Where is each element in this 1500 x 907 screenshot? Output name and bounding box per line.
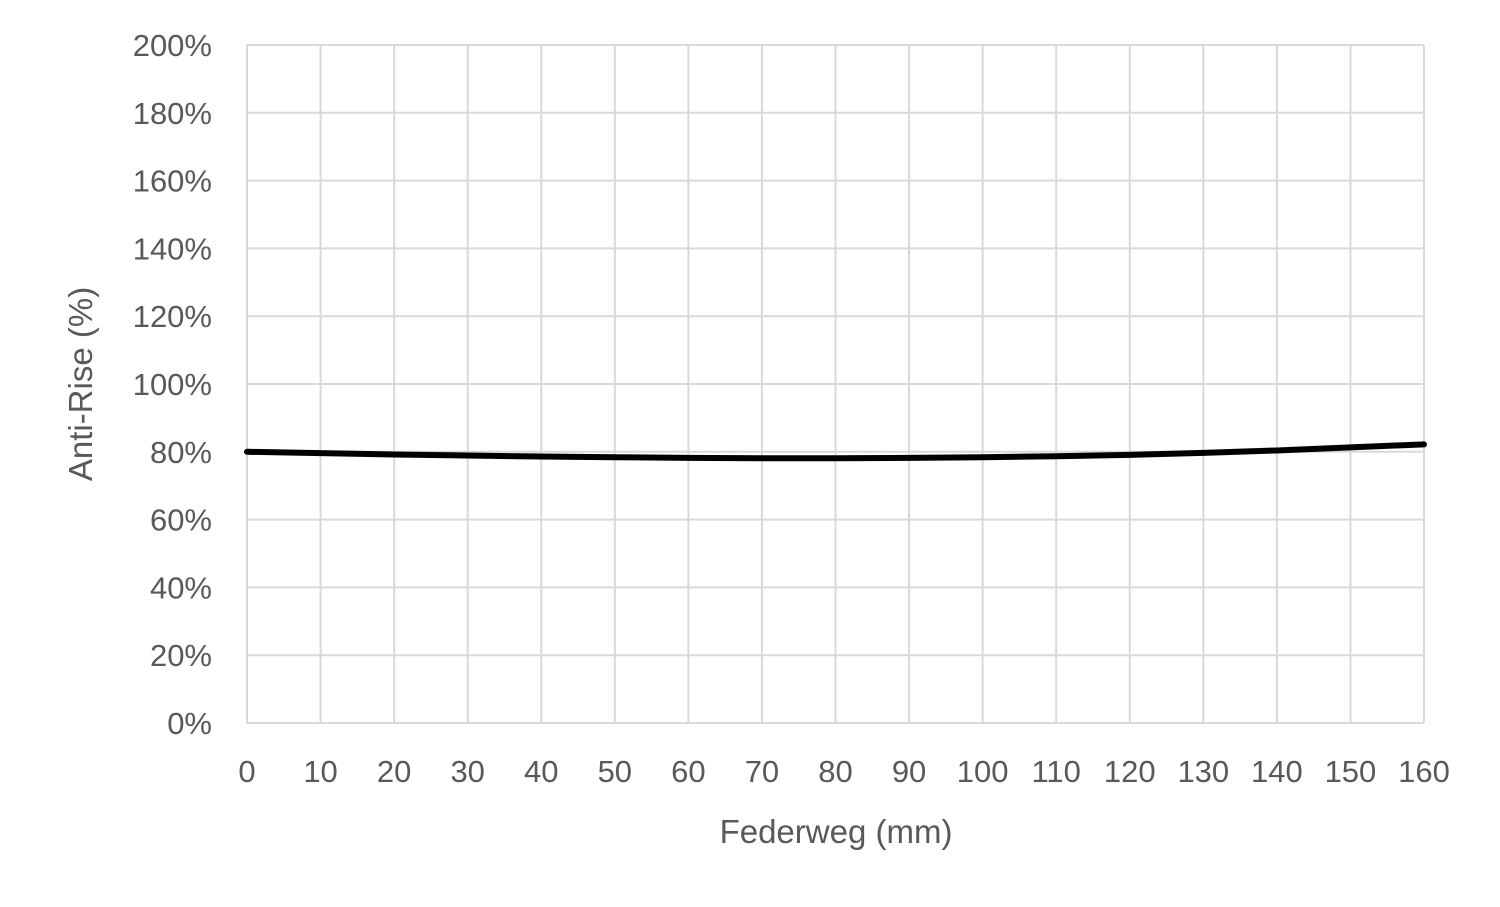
x-tick-label: 20 [377,754,411,789]
y-tick-label: 100% [133,367,212,402]
y-axis-title: Anti-Rise (%) [62,287,99,481]
x-tick-label: 60 [671,754,705,789]
x-axis-title: Federweg (mm) [720,813,953,850]
x-tick-label: 50 [598,754,632,789]
y-tick-label: 140% [133,231,212,266]
y-tick-label: 120% [133,299,212,334]
y-axis-tick-labels: 0% 20% 40% 60% 80% 100% 120% 140% 160% 180% 200% [133,28,212,741]
x-tick-label: 40 [524,754,558,789]
x-tick-label: 80 [818,754,852,789]
y-tick-label: 160% [133,164,212,199]
y-tick-label: 20% [150,638,212,673]
x-tick-label: 0 [238,754,255,789]
x-tick-label: 140 [1251,754,1303,789]
x-tick-label: 150 [1325,754,1377,789]
y-tick-label: 80% [150,435,212,470]
series-line-0 [244,441,1427,462]
x-tick-label: 120 [1104,754,1156,789]
x-tick-label: 90 [892,754,926,789]
x-tick-label: 160 [1398,754,1450,789]
series-layer [244,441,1427,462]
y-tick-label: 200% [133,28,212,63]
y-tick-label: 60% [150,503,212,538]
x-tick-label: 100 [957,754,1009,789]
x-tick-label: 70 [745,754,779,789]
x-tick-label: 110 [1031,754,1080,789]
x-axis-tick-labels: 0 10 20 30 40 50 60 70 80 90 100 110 120 130 140 150 160 [238,754,1449,789]
y-tick-label: 0% [167,706,212,741]
x-tick-label: 30 [450,754,484,789]
y-tick-label: 40% [150,570,212,605]
x-tick-label: 10 [303,754,337,789]
x-tick-label: 130 [1177,754,1229,789]
y-tick-label: 180% [133,96,212,131]
